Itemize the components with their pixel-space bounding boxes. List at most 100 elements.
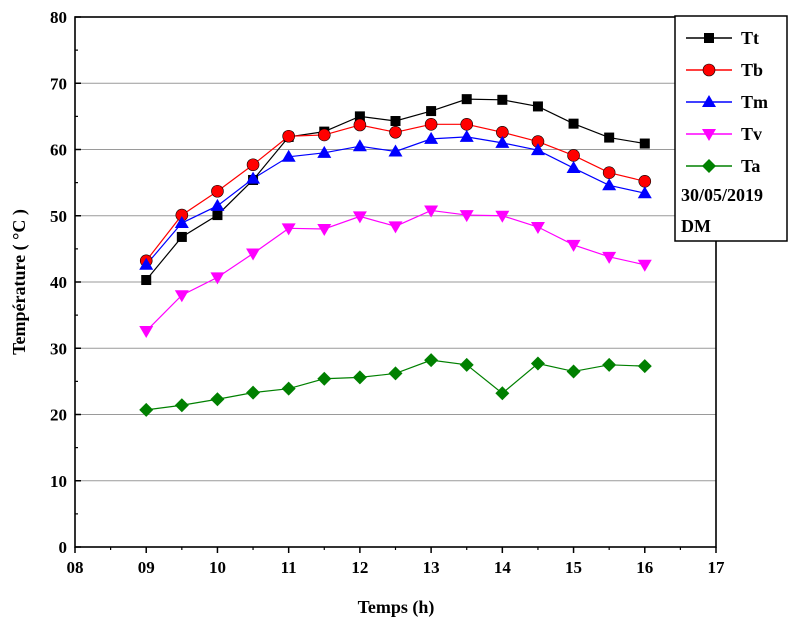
data-point-tb xyxy=(460,118,474,131)
data-point-ta xyxy=(246,385,261,400)
data-point-tb xyxy=(602,166,616,179)
data-point-tv xyxy=(352,211,367,224)
legend-note: 30/05/2019 xyxy=(681,185,763,205)
y-tick-label: 0 xyxy=(59,538,68,557)
y-tick-label: 50 xyxy=(50,207,67,226)
data-point-tv xyxy=(388,221,403,234)
data-point-tv xyxy=(246,248,261,261)
data-point-tm xyxy=(281,149,296,162)
series-group xyxy=(139,94,652,417)
data-point-ta xyxy=(139,402,154,417)
legend-label-tb: Tb xyxy=(741,60,763,80)
axes: 0 10 20 30 40 50 60 70 80 08 09 10 11 12 13 14 15 16 17 xyxy=(50,8,725,577)
legend: Tt Tb Tm Tv Ta 30/05/2019 DM xyxy=(674,15,788,242)
x-tick-label: 10 xyxy=(209,558,226,577)
legend-box xyxy=(674,15,788,242)
data-point-ta xyxy=(317,371,332,386)
data-point-tm xyxy=(174,216,189,229)
y-tick-label: 30 xyxy=(50,339,67,358)
y-tick-label: 60 xyxy=(50,141,67,160)
x-tick-label: 13 xyxy=(423,558,440,577)
legend-label-ta: Ta xyxy=(741,156,760,176)
data-point-tm xyxy=(317,145,332,158)
data-point-ta xyxy=(174,398,189,413)
data-point-ta xyxy=(602,357,617,372)
x-tick-label: 12 xyxy=(351,558,368,577)
data-point-tt xyxy=(497,94,508,105)
data-point-tv xyxy=(459,210,474,223)
data-point-ta xyxy=(210,392,225,407)
data-point-tt xyxy=(639,138,650,149)
data-point-tm xyxy=(210,198,225,211)
data-point-tt xyxy=(604,132,615,143)
data-point-tv xyxy=(495,210,510,223)
legend-note: DM xyxy=(681,216,711,236)
data-point-tm xyxy=(246,171,261,184)
legend-label-tm: Tm xyxy=(741,92,768,112)
data-point-tb xyxy=(211,184,224,198)
data-point-tt xyxy=(568,118,579,129)
data-point-tm xyxy=(637,186,652,199)
x-tick-label: 11 xyxy=(281,558,297,577)
data-point-tb xyxy=(317,128,331,142)
data-point-tm xyxy=(139,257,154,270)
legend-marker-tb xyxy=(702,63,716,77)
data-point-tb xyxy=(246,158,260,172)
data-point-tv xyxy=(637,259,652,272)
data-point-tv xyxy=(139,326,154,339)
data-point-tv xyxy=(424,205,439,218)
data-point-tm xyxy=(352,139,367,152)
data-point-tv xyxy=(210,272,225,285)
data-point-ta xyxy=(530,356,545,371)
data-point-tt xyxy=(141,275,152,286)
data-point-tm xyxy=(495,135,510,148)
x-tick-label: 14 xyxy=(494,558,512,577)
data-point-ta xyxy=(424,353,439,368)
legend-marker-tv xyxy=(702,129,716,141)
x-tick-label: 09 xyxy=(138,558,155,577)
data-point-ta xyxy=(281,381,296,396)
data-point-tm xyxy=(424,131,439,144)
y-tick-label: 20 xyxy=(50,406,67,425)
y-axis-title: Température ( °C ) xyxy=(9,209,30,355)
data-point-tv xyxy=(530,222,545,235)
x-tick-label: 08 xyxy=(67,558,84,577)
data-point-tt xyxy=(354,111,365,122)
data-point-tm xyxy=(459,129,474,142)
data-point-ta xyxy=(352,370,367,385)
data-point-tv xyxy=(317,224,332,236)
x-tick-label: 16 xyxy=(636,558,653,577)
data-point-ta xyxy=(459,357,474,372)
data-point-tb xyxy=(567,149,580,162)
data-point-tm xyxy=(530,143,545,156)
data-point-tm xyxy=(388,144,403,157)
data-point-tm xyxy=(566,161,581,174)
data-point-tb xyxy=(353,118,367,132)
data-point-tv xyxy=(566,239,581,252)
data-point-tt xyxy=(532,101,543,112)
data-point-tt xyxy=(426,106,437,117)
data-point-tt xyxy=(390,116,401,127)
data-point-tt xyxy=(461,94,472,105)
legend-marker-ta xyxy=(702,159,716,173)
data-point-tt xyxy=(176,231,187,242)
data-point-tb xyxy=(638,175,652,188)
data-point-tb xyxy=(424,118,438,131)
data-point-tm xyxy=(602,178,617,191)
legend-marker-tt xyxy=(704,33,714,43)
x-axis-title: Temps (h) xyxy=(358,597,435,618)
data-point-tb xyxy=(389,125,402,139)
legend-label-tv: Tv xyxy=(741,124,762,144)
x-tick-label: 17 xyxy=(708,558,726,577)
data-point-tv xyxy=(602,251,617,264)
y-tick-label: 70 xyxy=(50,74,67,93)
data-point-tv xyxy=(174,290,189,303)
legend-label-tt: Tt xyxy=(741,28,759,48)
y-tick-label: 80 xyxy=(50,8,67,27)
data-point-tt xyxy=(212,210,223,221)
data-point-tv xyxy=(281,223,296,236)
data-point-ta xyxy=(566,364,581,379)
x-tick-label: 15 xyxy=(565,558,582,577)
